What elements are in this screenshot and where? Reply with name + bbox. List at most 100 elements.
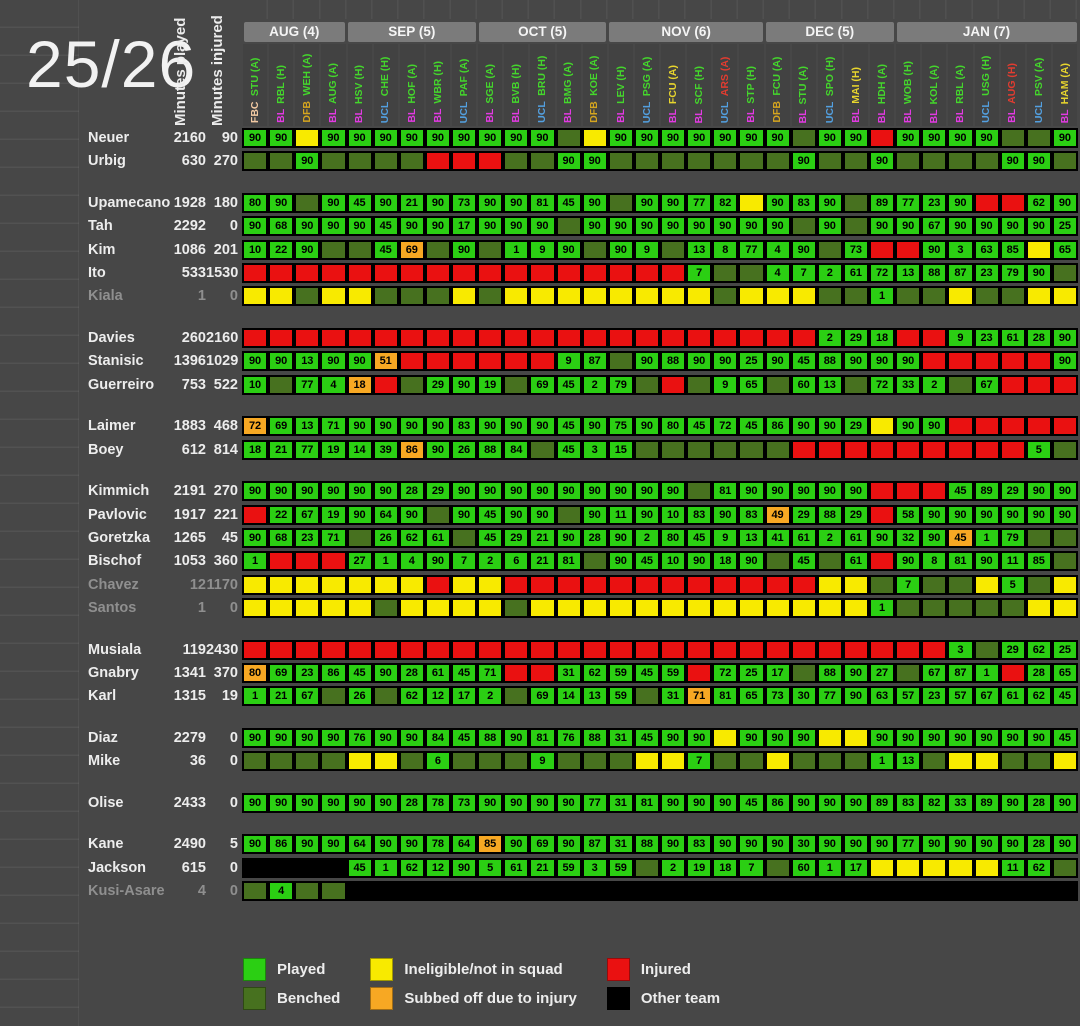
minutes-injured-value: 814 — [213, 441, 238, 458]
match-header: BL SGE (A) — [478, 44, 503, 126]
match-cell: 31 — [607, 834, 634, 855]
match-cell — [555, 263, 582, 284]
match-header-label: UCL SPO (H) — [824, 57, 836, 126]
match-header: BL HDH (A) — [870, 44, 895, 126]
match-cell: 13 — [294, 351, 321, 372]
match-cell: 90 — [816, 192, 843, 213]
match-cell: 77 — [895, 834, 922, 855]
match-cell: 82 — [921, 792, 948, 813]
match-cell — [999, 192, 1026, 213]
match-cell: 51 — [372, 351, 399, 372]
match-cell — [712, 439, 739, 460]
match-cell: 14 — [346, 439, 373, 460]
match-cell: 62 — [398, 527, 425, 548]
match-cell — [607, 574, 634, 595]
match-cell: 90 — [764, 192, 791, 213]
match-cell: 90 — [607, 481, 634, 502]
player-row: Bischof 1053 360 1 27 1 4 90 7 2 6 21 81 90 45 10 90 18 90… — [0, 551, 1080, 572]
match-cell: 90 — [607, 551, 634, 572]
match-cell — [529, 351, 556, 372]
legend-swatch-subbed — [370, 986, 394, 1010]
match-header: BL SCF (H) — [687, 44, 712, 126]
match-cell — [895, 239, 922, 260]
match-cell: 62 — [1025, 686, 1052, 707]
match-cell: 65 — [1051, 239, 1078, 260]
match-cell: 45 — [555, 439, 582, 460]
minutes-played-value: 1265 — [173, 529, 206, 546]
match-cell — [607, 263, 634, 284]
match-cell: 45 — [790, 551, 817, 572]
month-header: SEP (5) — [348, 22, 476, 42]
opponent-label: RBL (H) — [274, 65, 287, 104]
match-cell: 90 — [581, 416, 608, 437]
match-cell — [790, 751, 817, 772]
match-cell: 73 — [842, 239, 869, 260]
match-cell: 61 — [503, 857, 530, 878]
match-cell — [320, 881, 347, 902]
minutes-injured-value: 0 — [229, 600, 238, 617]
player-row: Laimer 1883 468 72 69 13 71 90 90 90 90 83 90 90 90 45 9… — [0, 416, 1080, 437]
match-header: BL STP (H) — [739, 44, 764, 126]
match-cell — [869, 574, 896, 595]
match-cell — [738, 327, 765, 348]
match-cell: 29 — [999, 481, 1026, 502]
match-header: BL HOF (A) — [399, 44, 424, 126]
minutes-injured-value: 0 — [229, 288, 238, 305]
match-cell — [921, 881, 948, 902]
match-cell — [973, 574, 1000, 595]
match-cell — [947, 574, 974, 595]
player-name: Upamecano — [88, 194, 171, 211]
match-cell: 28 — [1025, 327, 1052, 348]
match-cell — [581, 286, 608, 307]
player-row: Jackson 615 0 45 1 62 12 90 5 61 21 59 3 59 2 19 18 7 60 1 1… — [0, 857, 1080, 878]
match-cell: 90 — [372, 727, 399, 748]
match-cell — [555, 598, 582, 619]
match-cell: 90 — [346, 481, 373, 502]
opponent-label: CHE (H) — [379, 56, 392, 97]
match-cell — [294, 598, 321, 619]
match-cells: 90 90 90 90 90 90 28 78 73 90 90 90 90 77 31 81 90 90 90 45… — [242, 792, 1078, 813]
match-cell — [842, 639, 869, 660]
match-header-label: BL AUG (A) — [327, 63, 339, 126]
match-cells: 1 21 67 26 62 12 17 2 69 14 13 59 31 71 81 65 73 30 77 90 63… — [242, 686, 1078, 707]
match-cell: 45 — [686, 527, 713, 548]
match-cell: 90 — [895, 216, 922, 237]
match-cell: 1 — [242, 551, 269, 572]
match-cell: 90 — [581, 192, 608, 213]
match-cell: 10 — [660, 504, 687, 525]
match-cell — [1025, 574, 1052, 595]
match-cell — [242, 151, 269, 172]
left-margin-grid-decoration — [0, 0, 79, 1026]
match-cell: 90 — [921, 727, 948, 748]
match-cell — [738, 192, 765, 213]
match-cell: 45 — [633, 551, 660, 572]
match-cell — [816, 639, 843, 660]
match-cell — [268, 598, 295, 619]
match-cell — [738, 639, 765, 660]
match-cell — [869, 504, 896, 525]
match-cell — [947, 416, 974, 437]
match-cell: 90 — [503, 504, 530, 525]
match-cell — [660, 439, 687, 460]
minutes-played-value: 2160 — [173, 130, 206, 146]
match-cell: 90 — [581, 151, 608, 172]
match-cell: 90 — [1051, 327, 1078, 348]
match-cell — [790, 327, 817, 348]
match-header-label: BL AUG (H) — [1006, 63, 1018, 126]
match-cell: 86 — [320, 662, 347, 683]
player-row: Stanisic 1396 1029 90 90 13 90 90 51 9 87 90 88 90 90 2… — [0, 351, 1080, 372]
match-cell: 77 — [581, 792, 608, 813]
match-cell: 7 — [738, 857, 765, 878]
match-cells: 22 67 19 90 64 90 90 45 90 90 90 11 90 10 83 90 83 49 29 88… — [242, 504, 1078, 525]
match-cell: 19 — [320, 504, 347, 525]
match-cell: 10 — [660, 551, 687, 572]
match-header-label: BL WOB (H) — [902, 61, 914, 126]
match-header: BL AUG (H) — [1000, 44, 1025, 126]
match-cell: 90 — [320, 834, 347, 855]
match-cell — [764, 551, 791, 572]
match-cell — [529, 263, 556, 284]
match-cell — [947, 286, 974, 307]
match-cell: 28 — [581, 527, 608, 548]
match-cell — [999, 662, 1026, 683]
match-cell: 65 — [1051, 662, 1078, 683]
